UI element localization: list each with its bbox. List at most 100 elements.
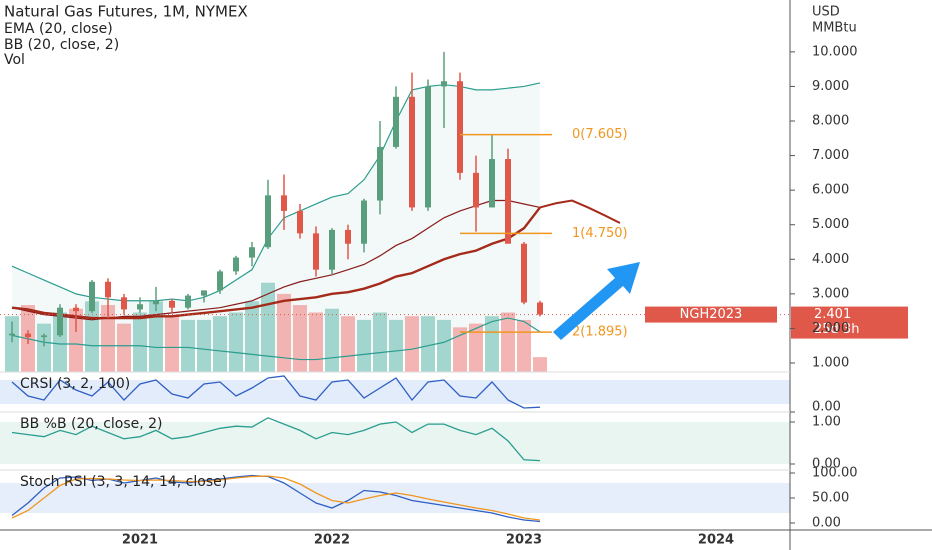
volume-bar	[5, 316, 19, 372]
unit-label: MMBtu	[812, 21, 857, 36]
candle-body	[409, 96, 415, 208]
candle-body	[313, 233, 319, 270]
candle-body	[441, 81, 447, 87]
candle-body	[521, 243, 527, 303]
volume-bar	[309, 312, 323, 372]
candle-body	[169, 300, 175, 308]
panel-band	[0, 421, 790, 464]
candle-body	[185, 295, 191, 308]
volume-bar	[533, 357, 547, 372]
candle-body	[361, 200, 367, 244]
candle-body	[73, 307, 79, 312]
candle-body	[457, 81, 463, 173]
projection-line	[539, 199, 621, 224]
candle-body	[377, 146, 383, 201]
y-tick-label: 1.00	[812, 414, 841, 429]
y-tick-label: 3.000	[812, 286, 849, 301]
y-tick-label: 5.000	[812, 217, 849, 232]
candle-body	[121, 297, 127, 310]
y-tick-label: 7.000	[812, 148, 849, 163]
y-tick-label: 4.000	[812, 252, 849, 267]
volume-bar	[389, 319, 403, 372]
volume-bar	[165, 316, 179, 372]
indicator-label: Vol	[4, 52, 25, 68]
candle-body	[137, 304, 143, 310]
candle-body	[153, 300, 159, 305]
y-tick-label: 10.000	[812, 44, 858, 59]
volume-bar	[501, 312, 515, 372]
candle-body	[201, 290, 207, 296]
y-tick-label: 9.000	[812, 79, 849, 94]
panel-line	[11, 375, 541, 409]
candle-body	[41, 335, 47, 338]
fib-label: 0(7.605)	[572, 127, 628, 142]
volume-bar	[69, 308, 83, 372]
y-tick-label: 0.00	[812, 456, 841, 471]
x-tick-label: 2023	[506, 533, 542, 548]
volume-bar	[453, 327, 467, 372]
panel-band	[0, 483, 790, 513]
y-tick-label: 50.00	[812, 491, 849, 506]
volume-bar	[181, 319, 195, 372]
candle-body	[265, 195, 271, 248]
candle-body	[345, 229, 351, 244]
panel-line	[11, 417, 541, 462]
y-tick-label: 0.00	[812, 400, 841, 415]
candle-body	[505, 159, 511, 244]
bb-fill	[12, 82, 540, 360]
panel-title: Stoch RSI (3, 3, 14, 14, close)	[20, 474, 227, 490]
candle-body	[297, 210, 303, 234]
indicator-label: EMA (20, close)	[4, 21, 113, 37]
indicator-line	[11, 317, 541, 361]
volume-bar	[293, 305, 307, 372]
y-tick-label: 1.000	[812, 356, 849, 371]
volume-bar	[469, 323, 483, 372]
panel-line	[11, 475, 541, 521]
price-label: 2.401	[814, 307, 851, 322]
volume-bar	[405, 316, 419, 372]
candle-body	[489, 159, 495, 208]
volume-bar	[133, 312, 147, 372]
y-tick-label: 2.000	[812, 321, 849, 336]
indicator-label: BB (20, close, 2)	[4, 37, 119, 53]
y-tick-label: 100.00	[812, 466, 858, 481]
panel-title: BB %B (20, close, 2)	[20, 416, 163, 432]
fib-label: 1(4.750)	[572, 226, 628, 241]
chart-title: Natural Gas Futures, 1M, NYMEX	[4, 3, 248, 21]
x-tick-label: 2024	[698, 533, 734, 548]
candle-body	[217, 271, 223, 291]
fib-label: 2(1.895)	[572, 325, 628, 340]
volume-bar	[373, 312, 387, 372]
indicator-line	[11, 206, 541, 320]
volume-bar	[213, 316, 227, 372]
y-tick-label: 0.00	[812, 516, 841, 531]
volume-bar	[517, 319, 531, 372]
symbol-tag	[645, 306, 777, 323]
candle-body	[393, 96, 399, 147]
y-tick-label: 6.000	[812, 183, 849, 198]
volume-bar	[53, 312, 67, 372]
indicator-line	[11, 82, 541, 302]
symbol-label: NGH2023	[680, 307, 743, 322]
candle-body	[233, 257, 239, 272]
y-tick-label: 8.000	[812, 114, 849, 129]
volume-bar	[197, 319, 211, 372]
panel-title: CRSI (3, 2, 100)	[20, 376, 130, 392]
volume-bar	[357, 319, 371, 372]
candle-body	[105, 281, 111, 298]
arrow-annotation	[553, 262, 640, 340]
volume-bar	[245, 301, 259, 372]
volume-bar	[341, 316, 355, 372]
x-tick-label: 2022	[314, 533, 350, 548]
candle-body	[329, 229, 335, 270]
candle-body	[425, 86, 431, 208]
countdown-label: 25d 3h	[814, 322, 859, 337]
currency-label: USD	[812, 5, 840, 20]
candle-body	[473, 172, 479, 208]
candle-body	[57, 307, 63, 336]
volume-bar	[485, 316, 499, 372]
price-tag	[791, 306, 908, 339]
volume-bar	[37, 323, 51, 372]
volume-bar	[149, 301, 163, 372]
